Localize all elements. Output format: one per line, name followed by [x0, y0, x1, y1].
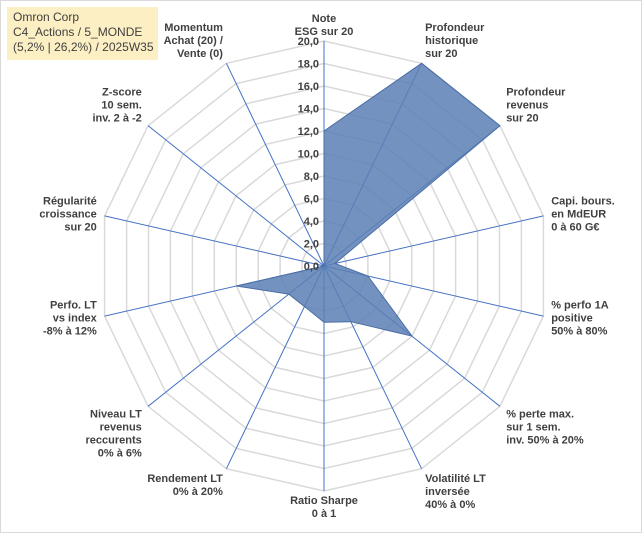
axis-label: en MdEUR [551, 209, 606, 221]
axis-label: reccurents [86, 434, 142, 446]
axis-label: 0% à 6% [98, 447, 142, 459]
axis-label: Niveau LT [90, 408, 142, 420]
axis-label: Rendement LT [147, 473, 223, 485]
axis-label: Momentum [164, 22, 223, 34]
axis-label: Ratio Sharpe [290, 495, 358, 507]
axis-spoke [225, 63, 325, 267]
axis-label: croissance [39, 209, 96, 221]
axis-label: sur 20 [425, 48, 457, 60]
chart-title-box: Omron Corp C4_Actions / 5_MONDE (5,2% | … [7, 7, 158, 60]
axis-label: -8% à 12% [43, 325, 97, 337]
axis-label: Profondeur [506, 87, 566, 99]
axis-label: sur 1 sem. [506, 421, 560, 433]
axis-label: Volatilité LT [425, 473, 486, 485]
axis-label: Capi. bours. [551, 196, 615, 208]
tick-label: 6,0 [304, 194, 319, 206]
tick-label: 16,0 [298, 81, 319, 93]
tick-label: 2,0 [304, 239, 319, 251]
axis-label: revenus [100, 421, 142, 433]
axis-label: 10 sem. [101, 100, 141, 112]
tick-label: 20,0 [298, 36, 319, 48]
axis-label: 50% à 80% [551, 325, 607, 337]
portfolio-path: C4_Actions / 5_MONDE [13, 25, 143, 39]
axis-label: vs index [53, 312, 98, 324]
axis-label: ESG sur 20 [295, 26, 354, 38]
axis-label: 0 à 1 [312, 508, 336, 520]
axis-label: Achat (20) / [164, 35, 223, 47]
tick-label: 0,0 [304, 261, 319, 273]
axis-label: % perte max. [506, 408, 574, 420]
axis-label: inversée [425, 486, 470, 498]
company-name: Omron Corp [13, 10, 80, 24]
axis-label: inv. 50% à 20% [506, 434, 584, 446]
axis-label: Perfo. LT [50, 299, 97, 311]
axis-label: % perfo 1A [551, 299, 609, 311]
tick-label: 18,0 [298, 59, 319, 71]
axis-label: historique [425, 35, 478, 47]
axis-label: Z-score [102, 87, 142, 99]
axis-label: positive [551, 312, 593, 324]
axis-label: 40% à 0% [425, 499, 475, 511]
axis-spoke [147, 125, 325, 267]
axis-spoke [323, 215, 544, 267]
axis-spoke [104, 215, 325, 267]
tick-label: 12,0 [298, 126, 319, 138]
axis-label: Note [312, 13, 336, 25]
axis-label: 0% à 20% [173, 486, 223, 498]
axis-label: sur 20 [506, 113, 538, 125]
axis-label: inv. 2 à -2 [92, 113, 141, 125]
tick-label: 4,0 [304, 216, 319, 228]
axis-label: revenus [506, 100, 548, 112]
tick-label: 10,0 [298, 149, 319, 161]
axis-label: Vente (0) [177, 48, 223, 60]
tick-label: 14,0 [298, 104, 319, 116]
tick-label: 8,0 [304, 171, 319, 183]
data-area [236, 62, 501, 337]
axis-label: sur 20 [64, 222, 96, 234]
axis-label: 0 à 60 G€ [551, 222, 599, 234]
stats-and-week: (5,2% | 26,2%) / 2025W35 [13, 40, 154, 54]
axis-label: Profondeur [425, 22, 485, 34]
axis-label: Régularité [43, 196, 97, 208]
